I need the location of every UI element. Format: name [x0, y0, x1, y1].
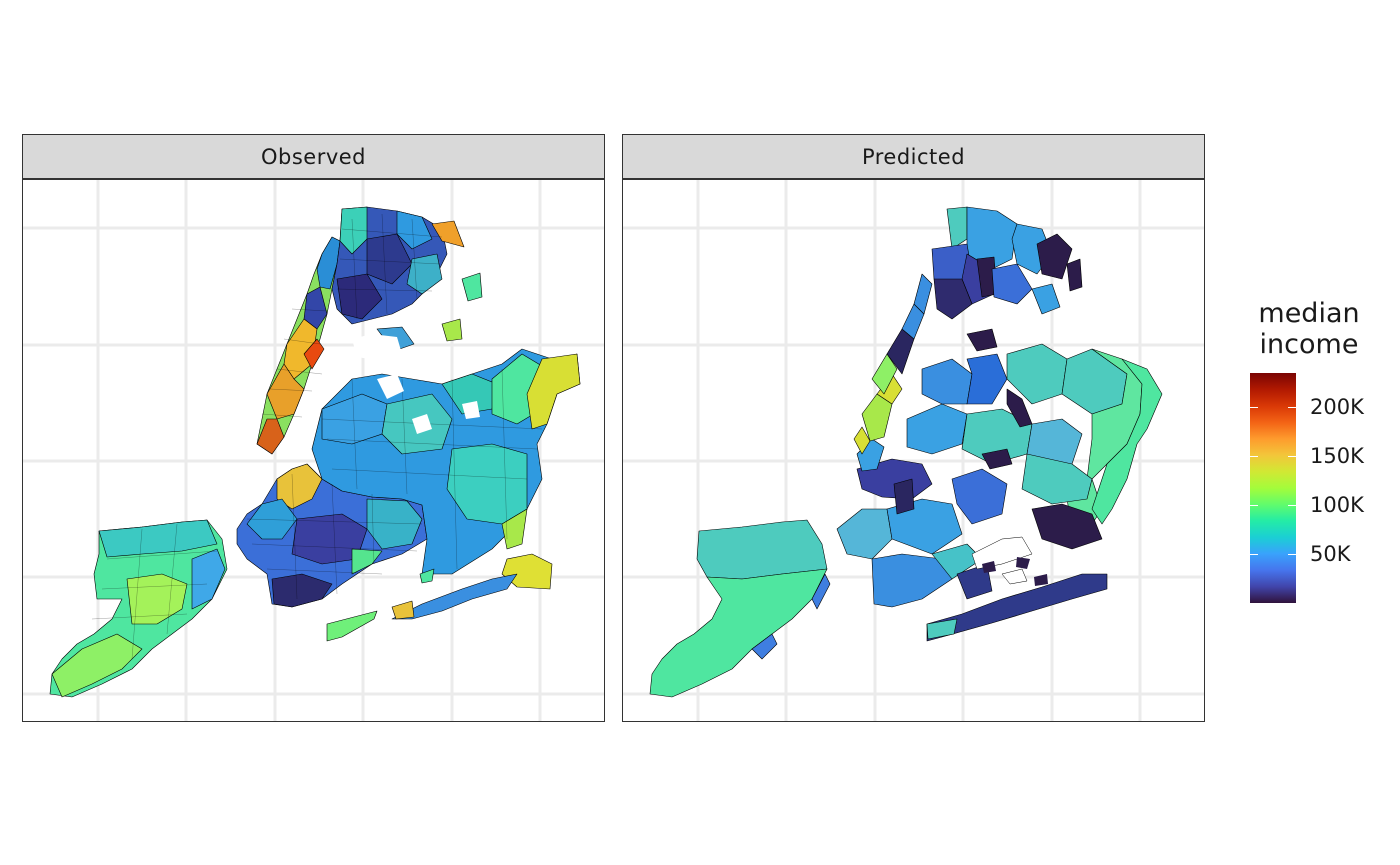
predicted-islands: [982, 557, 1048, 586]
region-bronx-west: [339, 206, 368, 255]
region-staten-east: [191, 548, 226, 610]
facet-strip-predicted: Predicted: [622, 134, 1205, 180]
pred-brooklyn-south: [871, 553, 953, 608]
observed-regions: [49, 206, 581, 698]
pred-bronx-south: [933, 278, 973, 320]
legend-title-line2: income: [1259, 329, 1359, 360]
pred-manhattan-upper: [913, 273, 933, 315]
region-bronx-east: [406, 253, 443, 295]
region-manhattan-upper: [316, 236, 341, 290]
pred-queens-dark-strip: [1006, 388, 1033, 428]
pred-staten-east: [811, 573, 831, 610]
region-staten-mid: [126, 573, 188, 625]
pred-queens-south: [1021, 453, 1093, 505]
legend-tick-label: 50K: [1310, 542, 1351, 567]
region-bronx-ne: [396, 210, 433, 250]
pred-queens-far-east: [1091, 358, 1163, 525]
region-breezy: [326, 610, 378, 642]
facet-panel-predicted: Predicted: [622, 134, 1205, 722]
region-brooklyn-south: [271, 573, 333, 608]
facet-title-observed: Observed: [260, 144, 367, 169]
region-brooklyn-east: [366, 498, 423, 550]
predicted-regions: [649, 206, 1163, 698]
map-observed: [22, 179, 605, 722]
region-bronx-point: [431, 220, 465, 248]
legend-title: median income: [1244, 298, 1374, 360]
pred-brooklyn-dark: [893, 478, 915, 515]
observed-water: [352, 334, 480, 434]
legend-tick-label: 100K: [1310, 493, 1364, 518]
pred-bronx-east: [991, 263, 1033, 305]
observed-tract-lines: [91, 213, 543, 660]
pred-bronx-city-isle: [1066, 258, 1083, 292]
legend-title-line1: median: [1258, 298, 1360, 329]
region-bronx-south: [336, 273, 383, 320]
pred-queens-mid-dark: [981, 448, 1013, 470]
region-manhattan-ues: [303, 338, 325, 370]
pred-staten-south-shore: [751, 633, 778, 660]
region-queens-far-east: [526, 353, 581, 430]
pred-queens-college: [966, 328, 998, 352]
pred-bronx-throgs: [1031, 283, 1061, 315]
pred-queens-rockaway: [926, 573, 1108, 642]
region-manhattan-fidi: [256, 418, 285, 455]
legend-tick-label: 150K: [1310, 444, 1364, 469]
facet-title-predicted: Predicted: [861, 144, 966, 169]
map-predicted: [622, 179, 1205, 722]
region-bronx-isle-2: [441, 318, 463, 342]
region-queens-jfk: [501, 553, 553, 590]
region-queens-south: [501, 508, 528, 550]
map-observed-svg: [22, 179, 605, 722]
region-rockaway-west: [391, 600, 415, 620]
legend: median income 200K 150K 100K 50K: [1244, 298, 1384, 618]
region-bronx-central: [366, 233, 413, 285]
region-rockaway: [391, 573, 518, 620]
pred-queens-jfk: [1031, 503, 1103, 550]
facet-panel-observed: Observed: [22, 134, 605, 722]
facet-strip-observed: Observed: [22, 134, 605, 180]
pred-queens-rockaway-west: [926, 618, 958, 640]
map-predicted-svg: [622, 179, 1205, 722]
pred-manhattan-uws: [871, 353, 898, 395]
region-queens-isle: [419, 568, 435, 584]
region-bronx-isle-1: [461, 272, 483, 302]
pred-brooklyn-central: [886, 498, 963, 555]
pred-manhattan-midtown: [861, 393, 893, 442]
pred-manhattan-lower-east: [853, 426, 871, 455]
pred-staten-south: [649, 568, 828, 698]
legend-colorbar: [1250, 373, 1296, 603]
region-brooklyn-west: [246, 498, 298, 540]
region-staten-north: [98, 519, 218, 558]
legend-tick-label: 200K: [1310, 395, 1364, 420]
pred-queens-astoria: [966, 353, 1008, 405]
region-manhattan-harlem: [303, 286, 328, 330]
pred-brooklyn-east: [951, 468, 1008, 525]
region-brooklyn-se: [351, 548, 383, 575]
predicted-water: [971, 536, 1033, 585]
